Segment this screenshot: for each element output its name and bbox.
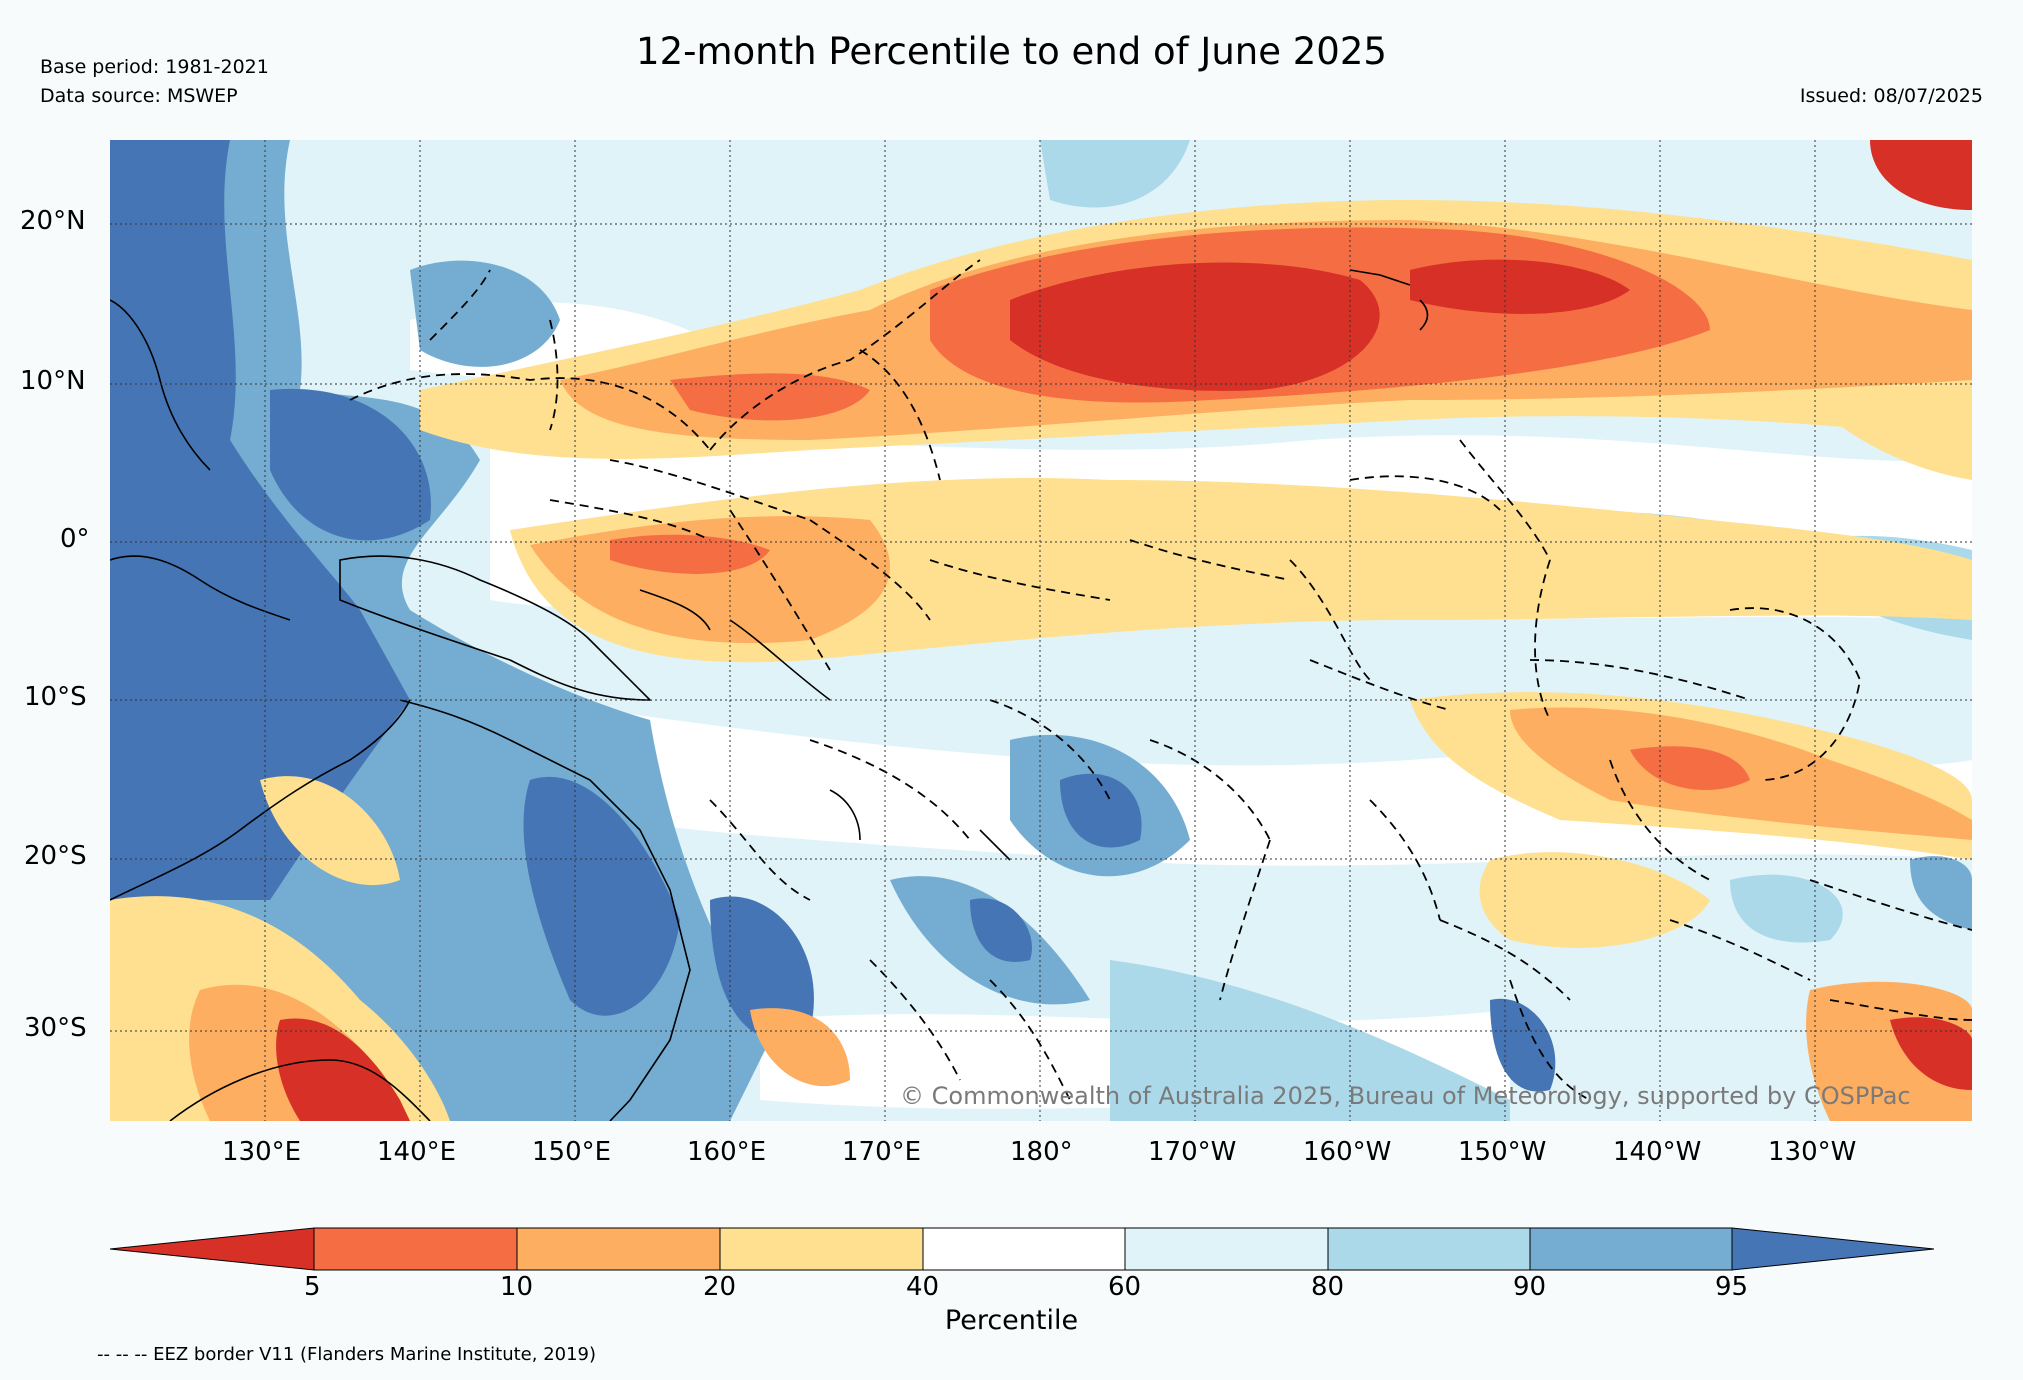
lat-label-0: 0° xyxy=(60,524,90,554)
percentile-fields xyxy=(110,140,1972,1121)
lat-label-30s: 30°S xyxy=(24,1013,87,1043)
colorbar-label: Percentile xyxy=(944,1305,1079,1336)
graticule xyxy=(110,140,1972,1121)
colorbar-extend-high xyxy=(1731,1227,1934,1271)
colorbar-tick-10: 10 xyxy=(500,1272,534,1302)
lon-label-160e: 160°E xyxy=(687,1137,767,1167)
map-title: 12-month Percentile to end of June 2025 xyxy=(636,30,1387,73)
colorbar-bin-40-60 xyxy=(922,1227,1126,1271)
lat-label-20s: 20°S xyxy=(24,841,87,871)
colorbar-bin-90-95 xyxy=(1529,1227,1733,1271)
data-source-text: Data source: MSWEP xyxy=(40,85,238,107)
colorbar-tick-20: 20 xyxy=(703,1272,737,1302)
lon-label-130e: 130°E xyxy=(222,1137,302,1167)
colorbar-tick-60: 60 xyxy=(1108,1272,1142,1302)
colorbar-extend-low xyxy=(110,1227,315,1271)
lon-label-150e: 150°E xyxy=(532,1137,612,1167)
colorbar-bin-20-40 xyxy=(719,1227,924,1271)
colorbar-tick-80: 80 xyxy=(1311,1272,1345,1302)
lat-label-20n: 20°N xyxy=(20,206,86,236)
lon-label-150w: 150°W xyxy=(1458,1137,1547,1167)
colorbar-bin-80-90 xyxy=(1327,1227,1531,1271)
colorbar-tick-40: 40 xyxy=(906,1272,940,1302)
colorbar-tick-5: 5 xyxy=(304,1272,321,1302)
base-period-text: Base period: 1981-2021 xyxy=(40,56,269,78)
lon-label-130w: 130°W xyxy=(1768,1137,1857,1167)
lon-label-170e: 170°E xyxy=(842,1137,922,1167)
colorbar-bin-60-80 xyxy=(1124,1227,1329,1271)
lat-label-10n: 10°N xyxy=(20,366,86,396)
lat-label-10s: 10°S xyxy=(24,682,87,712)
colorbar-tick-95: 95 xyxy=(1715,1272,1749,1302)
percentile-map: © Commonwealth of Australia 2025, Bureau… xyxy=(110,140,1972,1121)
percentile-colorbar xyxy=(110,1227,1934,1271)
lon-label-140w: 140°W xyxy=(1613,1137,1702,1167)
lon-label-140e: 140°E xyxy=(377,1137,457,1167)
issued-date-text: Issued: 08/07/2025 xyxy=(1799,85,1983,107)
lon-label-160w: 160°W xyxy=(1303,1137,1392,1167)
lon-label-170w: 170°W xyxy=(1148,1137,1237,1167)
colorbar-tick-90: 90 xyxy=(1513,1272,1547,1302)
colorbar-bin-10-20 xyxy=(516,1227,721,1271)
copyright-text: © Commonwealth of Australia 2025, Bureau… xyxy=(900,1082,1911,1110)
coastlines xyxy=(110,269,1429,1121)
lon-label-180: 180° xyxy=(1010,1137,1073,1167)
colorbar-bin-5-10 xyxy=(313,1227,518,1271)
eez-borders xyxy=(349,259,1972,1101)
eez-footnote: -- -- -- EEZ border V11 (Flanders Marine… xyxy=(97,1344,597,1365)
